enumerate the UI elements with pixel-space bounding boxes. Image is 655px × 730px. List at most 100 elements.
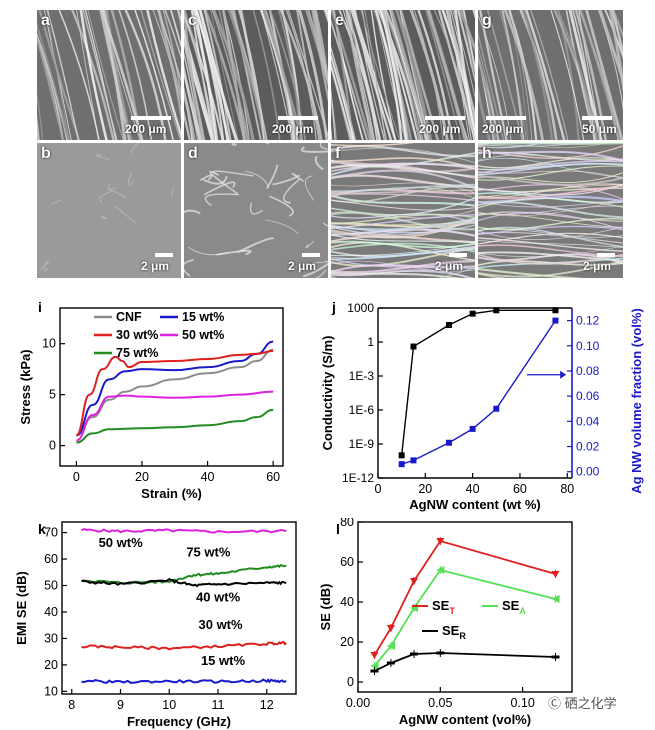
sem-fiber <box>319 143 328 150</box>
series-line-se_a <box>373 568 556 667</box>
sem-fiber <box>249 202 263 215</box>
x-axis-label: Frequency (GHz) <box>127 714 231 729</box>
x-tick-label: 20 <box>135 470 149 484</box>
scale-bar-g-right <box>582 116 612 120</box>
series-line-15wt <box>75 340 274 437</box>
sem-fiber <box>100 215 108 220</box>
y-tick-label: 0 <box>49 439 56 453</box>
plot-frame <box>59 307 284 467</box>
sem-fiber <box>331 246 475 259</box>
sem-fiber <box>331 194 475 207</box>
chart-stress-strain: i 0 20 40 60 0 5 10 Strain (%) Stress (kPa) CNF 15 … <box>18 299 284 501</box>
sem-fiber <box>478 218 623 231</box>
scale-text-g-left: 200 μm <box>482 122 524 136</box>
scale-text-h: 2 μm <box>583 259 612 273</box>
y-tick-label-right: 0.08 <box>576 364 600 378</box>
y-tick-label: 50 <box>44 579 58 593</box>
sem-background <box>184 143 328 278</box>
sem-texture-h <box>478 143 623 278</box>
y-tick-label: 1000 <box>347 301 374 315</box>
chart-se-vs-content: l 0.00 0.05 0.10 0 20 40 60 80 AgNW content (vol%… <box>320 518 573 727</box>
x-tick-label: 60 <box>513 482 527 496</box>
plot-frame <box>357 521 573 693</box>
sem-fiber <box>574 10 607 140</box>
y-tick-label: 30 <box>44 631 58 645</box>
sem-fiber <box>331 162 475 172</box>
sem-fiber <box>184 109 191 140</box>
sem-fiber <box>134 10 174 140</box>
sem-fiber <box>43 259 49 272</box>
panel-letter: k <box>38 521 46 537</box>
scale-bar-e <box>425 116 465 120</box>
sem-fiber <box>395 10 433 140</box>
y-tick-label-right: 0.06 <box>576 389 600 403</box>
sem-fiber <box>331 209 475 219</box>
sem-fiber <box>331 87 336 140</box>
sem-texture-d <box>184 143 328 278</box>
sem-fiber <box>277 10 302 140</box>
x-tick-label: 9 <box>117 698 124 712</box>
panel-label-b: b <box>41 145 51 162</box>
scale-text-d: 2 μm <box>288 259 317 273</box>
data-point-volume-fraction <box>552 317 559 324</box>
sem-fiber <box>399 10 430 140</box>
sem-fiber <box>46 10 70 140</box>
x-tick-label: 60 <box>266 470 280 484</box>
watermark-text: Ⓒ 硒之化学 <box>548 696 617 711</box>
sem-fiber <box>478 150 623 162</box>
sem-fiber <box>461 10 475 81</box>
sem-fiber <box>331 240 475 249</box>
sem-fiber <box>338 10 378 140</box>
sem-fiber <box>305 240 315 249</box>
sem-fiber <box>568 10 603 140</box>
sem-fiber <box>331 53 355 140</box>
sem-fiber <box>203 10 232 140</box>
sem-fiber <box>478 162 623 176</box>
sem-fiber <box>331 259 475 274</box>
sem-fiber <box>109 188 127 199</box>
sem-fiber <box>304 175 315 201</box>
axis-arrow-head <box>560 370 567 379</box>
sem-fiber <box>331 63 353 140</box>
sem-fiber <box>50 199 61 205</box>
sem-fiber <box>478 183 623 196</box>
y-tick-label-right: 0.00 <box>576 465 600 479</box>
scale-bar-a <box>131 116 171 120</box>
sem-texture-b <box>37 143 181 278</box>
panel-letter: i <box>38 299 42 315</box>
series-line-15wt <box>81 678 287 684</box>
sem-fiber <box>478 231 623 244</box>
sem-fiber <box>331 143 416 147</box>
data-marker-se_t <box>436 538 445 545</box>
sem-fiber <box>478 143 548 149</box>
sem-fiber <box>417 10 454 140</box>
sem-fiber <box>413 10 444 140</box>
sem-fiber <box>478 157 623 169</box>
sem-fiber <box>525 10 566 140</box>
sem-fiber <box>478 201 623 219</box>
sem-fiber <box>300 146 328 153</box>
sem-panel-b: b 2 μm <box>37 143 181 278</box>
sem-fiber <box>331 211 475 231</box>
sem-fiber <box>162 10 181 100</box>
sem-fiber <box>184 259 194 277</box>
data-point-conductivity <box>445 322 452 328</box>
x-tick-label: 0 <box>375 482 382 496</box>
sem-fiber <box>370 10 397 140</box>
scale-bar-b <box>155 253 173 257</box>
x-tick-label: 0 <box>73 470 80 484</box>
sem-fiber <box>565 10 596 140</box>
y-tick-label: 1E-12 <box>342 471 374 485</box>
sem-fiber <box>272 174 301 186</box>
sem-fiber <box>188 246 229 256</box>
y-tick-label: 70 <box>44 526 58 540</box>
sem-fiber <box>244 170 270 188</box>
sem-fiber <box>231 143 237 146</box>
sem-panel-h: h 2 μm <box>478 143 623 278</box>
sem-fiber <box>297 10 328 140</box>
sem-fiber <box>478 240 623 248</box>
sem-fiber <box>46 10 79 140</box>
sem-fiber <box>383 10 421 140</box>
sem-fiber <box>345 10 382 140</box>
sem-fiber <box>478 45 500 140</box>
